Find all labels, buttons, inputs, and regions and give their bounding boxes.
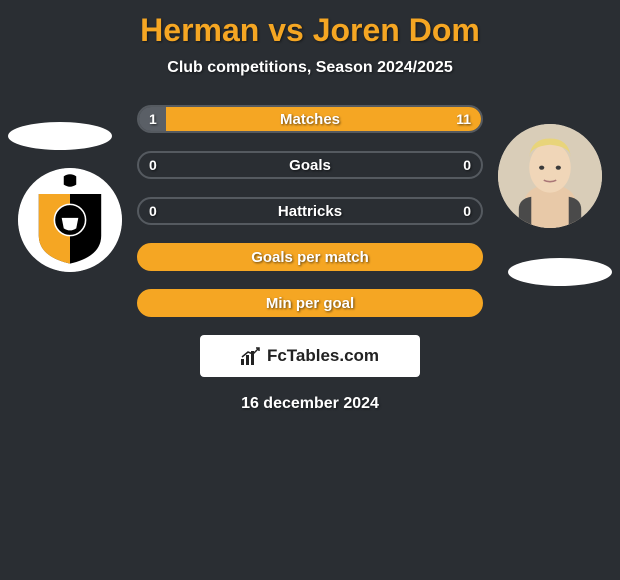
club-badge-icon bbox=[18, 168, 122, 272]
bar-goals-per-match: Goals per match bbox=[137, 243, 483, 271]
bar-label: Min per goal bbox=[139, 291, 481, 315]
brand-text: FcTables.com bbox=[267, 346, 379, 366]
bar-label: Goals per match bbox=[139, 245, 481, 269]
brand-box: FcTables.com bbox=[200, 335, 420, 377]
page-title: Herman vs Joren Dom bbox=[0, 0, 620, 49]
shadow-ellipse-left bbox=[8, 122, 112, 150]
bar-label: Hattricks bbox=[139, 199, 481, 223]
bar-label: Goals bbox=[139, 153, 481, 177]
comparison-bars: 1 Matches 11 0 Goals 0 0 Hattricks 0 Goa… bbox=[137, 105, 483, 317]
bar-min-per-goal: Min per goal bbox=[137, 289, 483, 317]
bar-value-right: 11 bbox=[456, 107, 471, 131]
player-photo-icon bbox=[498, 124, 602, 228]
bar-label: Matches bbox=[139, 107, 481, 131]
bar-hattricks: 0 Hattricks 0 bbox=[137, 197, 483, 225]
bar-value-right: 0 bbox=[463, 199, 471, 223]
chart-icon bbox=[241, 347, 261, 365]
avatar-right bbox=[498, 124, 602, 228]
date-text: 16 december 2024 bbox=[0, 395, 620, 413]
page-subtitle: Club competitions, Season 2024/2025 bbox=[0, 59, 620, 77]
bar-goals: 0 Goals 0 bbox=[137, 151, 483, 179]
bar-matches: 1 Matches 11 bbox=[137, 105, 483, 133]
avatar-left bbox=[18, 168, 122, 272]
bar-value-right: 0 bbox=[463, 153, 471, 177]
shadow-ellipse-right bbox=[508, 258, 612, 286]
